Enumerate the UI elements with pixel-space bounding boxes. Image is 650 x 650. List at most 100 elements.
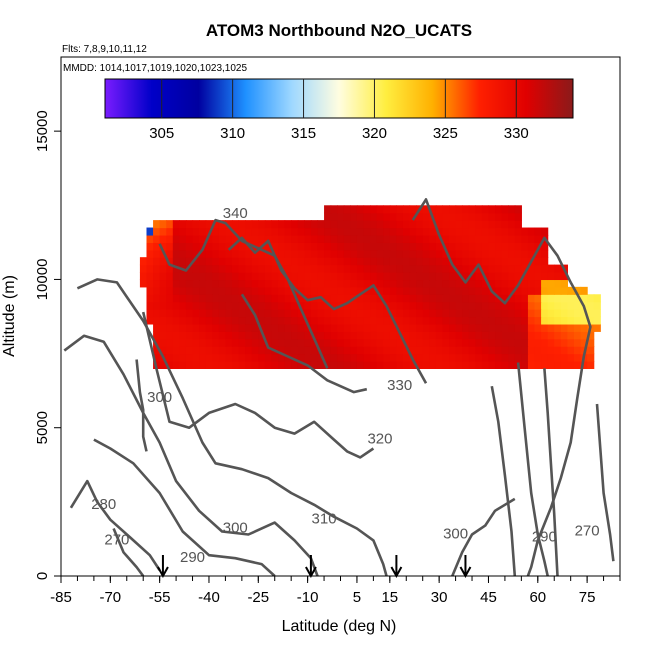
heatmap-cell [310,353,319,362]
heatmap-cell [370,220,378,229]
heatmap-cell [166,257,174,266]
heatmap-cell [363,353,371,362]
heatmap-cell [429,353,437,362]
heatmap-cell [416,309,424,318]
heatmap-cell [442,294,450,303]
heatmap-cell [475,316,483,325]
heatmap-cell [508,234,516,243]
heatmap-cell [449,212,457,221]
heatmap-cell [541,286,549,295]
heatmap-cell [199,257,207,266]
heatmap-cell [376,272,384,281]
heatmap-cell [199,331,207,340]
heatmap-cell [455,316,463,325]
heatmap-cell [330,338,338,347]
heatmap-cell [422,331,430,340]
heatmap-cell [481,301,490,310]
heatmap-cell [573,316,582,325]
heatmap-cell [139,264,148,273]
heatmap-cell [442,257,450,266]
heatmap-cell [534,316,542,325]
heatmap-cell [284,360,292,369]
heatmap-cell [495,353,503,362]
heatmap-cell [350,279,358,288]
heatmap-cell [442,205,450,214]
heatmap-cell [297,227,305,236]
heatmap-cell [212,360,220,369]
heatmap-cell [146,294,154,303]
heatmap-cell [514,294,522,303]
heatmap-cell [192,309,200,318]
heatmap-cell [449,309,457,318]
heatmap-cell [429,338,437,347]
heatmap-cell [416,360,424,369]
heatmap-cell [534,338,542,347]
heatmap-cell [159,294,167,303]
heatmap-cell [554,279,562,288]
heatmap-cell [442,272,450,281]
heatmap-cell [324,286,332,295]
heatmap-cell [218,279,227,288]
heatmap-cell [383,316,391,325]
heatmap-cell [179,353,187,362]
heatmap-cell [370,301,378,310]
heatmap-cell [462,331,470,340]
heatmap-cell [330,353,338,362]
heatmap-cell [468,227,476,236]
heatmap-cell [527,309,536,318]
heatmap-cell [435,220,444,229]
heatmap-cell [547,294,555,303]
heatmap-cell [212,249,220,258]
heatmap-cell [527,360,536,369]
heatmap-cell [363,309,371,318]
heatmap-cell [422,205,430,214]
heatmap-cell [245,220,253,229]
heatmap-cell [527,234,536,243]
heatmap-cell [343,220,351,229]
heatmap-cell [389,212,397,221]
heatmap-cell [218,272,227,281]
heatmap-cell [166,309,174,318]
heatmap-cell [159,257,167,266]
heatmap-cell [587,346,595,355]
heatmap-cell [278,309,286,318]
heatmap-cell [258,249,266,258]
heatmap-cell [225,353,233,362]
heatmap-cell [495,227,503,236]
heatmap-cell [218,257,227,266]
heatmap-cell [185,220,194,229]
heatmap-cell [501,346,509,355]
heatmap-cell [409,279,417,288]
heatmap-cell [304,242,312,251]
heatmap-cell [370,346,378,355]
heatmap-cell [462,353,470,362]
x-tick-label: 45 [480,589,497,606]
heatmap-cell [442,331,450,340]
heatmap-cell [376,257,384,266]
heatmap-cell [304,249,312,258]
heatmap-cell [278,323,286,332]
heatmap-cell [370,286,378,295]
heatmap-cell [231,353,240,362]
heatmap-cell [402,212,411,221]
heatmap-cell [212,242,220,251]
heatmap-cell [271,286,279,295]
colorbar-tick-label: 310 [220,125,245,142]
heatmap-cell [376,309,384,318]
heatmap-cell [376,242,384,251]
heatmap-cell [291,301,299,310]
heatmap-cell [271,279,279,288]
heatmap-cell [396,360,404,369]
heatmap-cell [192,234,200,243]
heatmap-cell [435,353,444,362]
heatmap-cell [159,264,167,273]
heatmap-cell [284,294,292,303]
heatmap-cell [337,242,345,251]
heatmap-cell [172,323,180,332]
heatmap-cell [501,272,509,281]
heatmap-cell [508,353,516,362]
heatmap-cell [495,272,503,281]
heatmap-cell [389,286,397,295]
heatmap-cell [218,264,227,273]
heatmap-cell [442,220,450,229]
